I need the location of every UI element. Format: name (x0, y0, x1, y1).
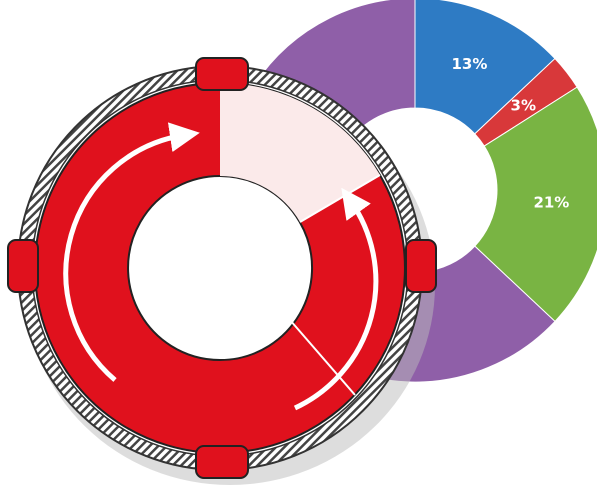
data-label: 3% (511, 97, 536, 115)
data-labels: 13% 3% 21% 63% (265, 55, 569, 261)
donut-slice (414, 0, 556, 135)
lifebuoy (7, 57, 437, 485)
data-label: 13% (451, 55, 487, 73)
data-label: 63% (265, 243, 301, 261)
data-label: 21% (533, 193, 569, 211)
donut-slice (474, 86, 597, 323)
